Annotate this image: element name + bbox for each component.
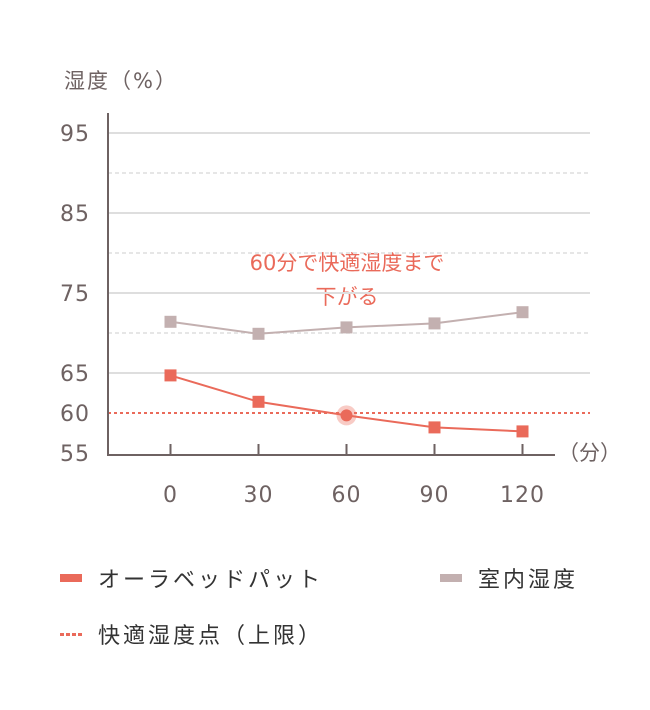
legend-label-bedpad: オーラベッドパット bbox=[98, 568, 324, 593]
highlight-point bbox=[340, 409, 353, 422]
y-tick-label: 85 bbox=[60, 202, 90, 227]
legend-item-comfort-line: 快適湿度点（上限） bbox=[60, 618, 323, 650]
data-point bbox=[516, 306, 529, 319]
data-point bbox=[252, 395, 265, 408]
data-point bbox=[516, 425, 529, 438]
y-axis-label: 湿度（%） bbox=[64, 69, 178, 93]
data-point bbox=[252, 327, 265, 340]
y-tick-label: 55 bbox=[60, 442, 90, 467]
y-tick-label: 95 bbox=[60, 122, 90, 147]
legend-item-bedpad: オーラベッドパット bbox=[60, 562, 323, 594]
annotation-line-2: 下がる bbox=[316, 285, 379, 309]
legend-label-room-humidity: 室内湿度 bbox=[478, 568, 579, 593]
legend-swatch-comfort-line bbox=[60, 632, 82, 636]
legend-label-comfort-line: 快適湿度点（上限） bbox=[98, 624, 324, 649]
x-tick-label: 30 bbox=[244, 483, 274, 508]
data-point bbox=[164, 315, 177, 328]
x-tick-label: 90 bbox=[420, 483, 450, 508]
data-point bbox=[428, 421, 441, 434]
x-tick-label: 120 bbox=[500, 483, 545, 508]
data-point bbox=[428, 317, 441, 330]
y-tick-label: 75 bbox=[60, 282, 90, 307]
legend-item-room-humidity: 室内湿度 bbox=[440, 562, 578, 594]
x-tick-label: 0 bbox=[163, 483, 178, 508]
x-tick-label: 60 bbox=[332, 483, 362, 508]
data-point bbox=[164, 369, 177, 382]
legend-swatch-room-humidity bbox=[440, 574, 462, 582]
y-tick-label: 65 bbox=[60, 362, 90, 387]
annotation-line-1: 60分で快適湿度まで bbox=[250, 251, 445, 275]
y-tick-label: 60 bbox=[60, 402, 90, 427]
legend-swatch-bedpad bbox=[60, 574, 82, 582]
x-axis-label: （分） bbox=[558, 441, 621, 465]
data-point bbox=[340, 321, 353, 334]
